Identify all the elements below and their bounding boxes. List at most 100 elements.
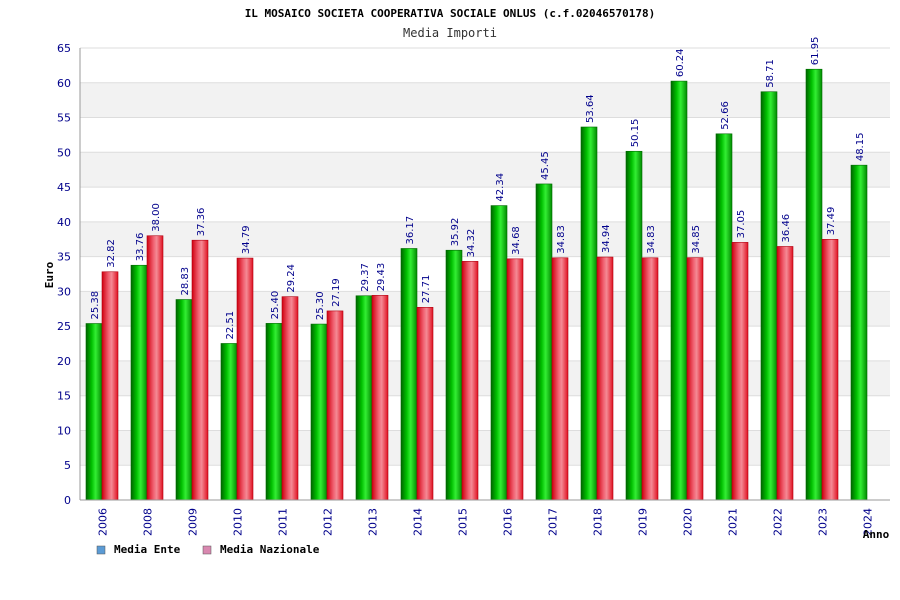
data-label: 38.00	[151, 203, 162, 232]
bar-media-nazionale	[371, 295, 389, 501]
y-axis-ticks: 0 5 10 15 20 25 30 35 40 45 50 55 60 65	[57, 42, 71, 507]
bar-media-ente	[400, 248, 418, 501]
bar-media-ente	[175, 299, 193, 501]
y-tick-label: 10	[57, 424, 71, 437]
x-tick-label: 2024	[862, 508, 875, 536]
bar-media-ente	[220, 343, 238, 501]
data-label: 36.17	[405, 216, 416, 245]
grid-band	[80, 256, 890, 292]
gridlines	[80, 47, 890, 501]
data-label: 52.66	[720, 101, 731, 130]
bar-media-ente	[445, 249, 463, 501]
data-label: 34.32	[466, 229, 477, 258]
legend-label-media-ente: Media Ente	[114, 543, 181, 556]
chart-title: IL MOSAICO SOCIETA COOPERATIVA SOCIALE O…	[245, 7, 656, 20]
y-tick-label: 15	[57, 390, 71, 403]
data-label: 34.83	[646, 225, 657, 254]
x-tick-label: 2022	[772, 508, 785, 536]
data-label: 34.68	[511, 226, 522, 255]
bar-media-nazionale	[101, 271, 119, 501]
y-axis-label: Euro	[43, 261, 56, 288]
grid-band	[80, 465, 890, 500]
bar-media-nazionale	[326, 310, 344, 501]
y-tick-label: 60	[57, 77, 71, 90]
data-label: 34.79	[241, 225, 252, 254]
bar-media-nazionale	[596, 256, 614, 501]
data-label: 37.49	[826, 207, 837, 236]
data-label: 45.45	[540, 151, 551, 180]
bar-media-nazionale	[686, 257, 704, 501]
x-tick-label: 2006	[97, 508, 110, 536]
x-tick-label: 2016	[502, 508, 515, 536]
data-label: 25.30	[315, 291, 326, 320]
y-tick-label: 55	[57, 112, 71, 125]
data-label: 29.24	[286, 264, 297, 293]
x-tick-label: 2009	[187, 508, 200, 536]
x-tick-label: 2013	[367, 508, 380, 536]
bar-media-ente	[310, 323, 328, 501]
x-tick-label: 2019	[637, 508, 650, 536]
x-tick-label: 2011	[277, 508, 290, 536]
grid-band	[80, 395, 890, 431]
x-tick-label: 2021	[727, 508, 740, 536]
y-tick-label: 50	[57, 146, 71, 159]
bars	[85, 68, 868, 501]
data-label: 36.46	[781, 214, 792, 243]
bar-media-nazionale	[506, 258, 524, 501]
data-label: 48.15	[855, 133, 866, 162]
legend-label-media-nazionale: Media Nazionale	[220, 543, 320, 556]
y-tick-label: 20	[57, 355, 71, 368]
data-label: 32.82	[106, 239, 117, 268]
bar-media-nazionale	[416, 307, 434, 501]
bar-media-nazionale	[551, 257, 569, 501]
bar-media-ente	[265, 323, 283, 501]
data-label: 28.83	[180, 267, 191, 296]
data-label: 33.76	[135, 233, 146, 262]
bar-media-ente	[670, 80, 688, 501]
legend-swatch-media-nazionale	[202, 545, 212, 555]
bar-media-nazionale	[641, 257, 659, 501]
bar-media-nazionale	[281, 296, 299, 501]
x-tick-label: 2023	[817, 508, 830, 536]
x-tick-label: 2018	[592, 508, 605, 536]
data-label: 34.85	[691, 225, 702, 254]
x-tick-label: 2015	[457, 508, 470, 536]
x-axis-ticks: 2006 2008 2009 2010 2011 2012 2013 2014 2015 2016…	[97, 508, 875, 536]
grid-band	[80, 187, 890, 222]
bar-media-ente	[625, 150, 643, 501]
bar-media-nazionale	[731, 242, 749, 501]
x-tick-label: 2014	[412, 508, 425, 536]
data-label: 50.15	[630, 119, 641, 148]
x-tick-label: 2017	[547, 508, 560, 536]
y-tick-label: 65	[57, 42, 71, 55]
data-label: 34.83	[556, 225, 567, 254]
x-tick-label: 2008	[142, 508, 155, 536]
data-label: 22.51	[225, 311, 236, 340]
bar-media-nazionale	[821, 239, 839, 501]
grid-band	[80, 48, 890, 83]
data-label: 25.40	[270, 291, 281, 320]
bar-media-nazionale	[776, 246, 794, 501]
data-label: 34.94	[601, 224, 612, 253]
grid-band	[80, 221, 890, 257]
data-label: 37.05	[736, 210, 747, 239]
bar-media-ente	[850, 164, 868, 501]
data-label: 37.36	[196, 208, 207, 237]
data-label: 29.43	[376, 263, 387, 292]
legend-swatch-media-ente	[96, 545, 106, 555]
legend: Media Ente Media Nazionale	[96, 543, 320, 556]
bar-media-ente	[805, 68, 823, 501]
legend-item-media-nazionale: Media Nazionale	[202, 543, 320, 556]
bar-media-ente	[715, 133, 733, 501]
data-label: 60.24	[675, 48, 686, 77]
grid-band	[80, 430, 890, 466]
data-label: 27.71	[421, 275, 432, 304]
data-label: 42.34	[495, 173, 506, 202]
x-tick-label: 2012	[322, 508, 335, 536]
x-axis-label: Anno	[863, 528, 890, 541]
grid-band	[80, 82, 890, 118]
bar-labels: 25.38 32.82 33.76 38.00 28.83 37.36 22.51 34.79…	[90, 37, 866, 340]
bar-media-ente	[580, 126, 598, 501]
grid-band	[80, 152, 890, 188]
